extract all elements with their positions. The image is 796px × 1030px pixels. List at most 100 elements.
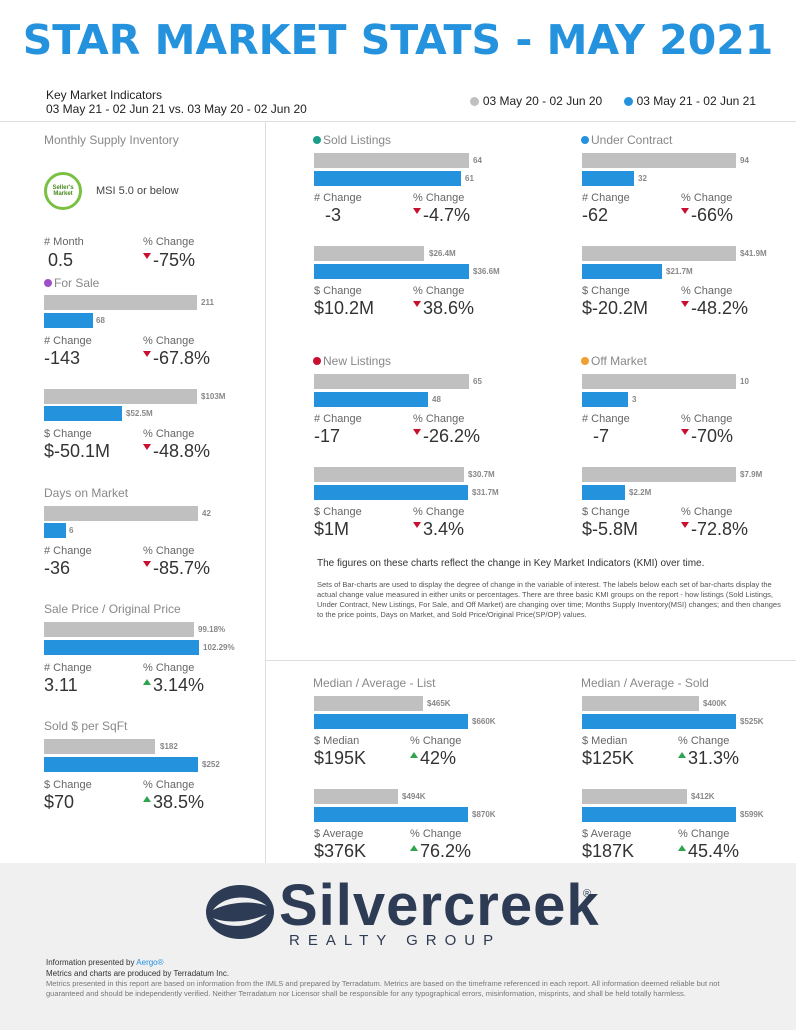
uc-dollar-bar-curr-label: $21.7M: [666, 267, 693, 276]
dom-bar-prev-label: 42: [202, 509, 211, 518]
forsale-bar-curr-label: 68: [96, 316, 105, 325]
down-arrow-icon: [143, 444, 151, 451]
list-average-bar-prev: [314, 789, 398, 804]
forsale-label-2: % Change: [143, 335, 195, 347]
list-median-bar-prev-label: $465K: [427, 699, 451, 708]
spop-label-1: # Change: [44, 662, 92, 674]
spop-value-2: 3.14%: [143, 675, 204, 696]
down-arrow-icon: [681, 429, 689, 436]
down-arrow-icon: [413, 301, 421, 308]
forsale-bar-curr: [44, 313, 93, 328]
soldp-median-label-1: $ Median: [582, 735, 628, 747]
new-dollar-value-2: 3.4%: [413, 519, 464, 540]
dom-bar-prev: [44, 506, 198, 521]
logo-mark-icon: [206, 885, 274, 939]
up-arrow-icon: [143, 679, 151, 686]
soldp-median-bar-prev: [582, 696, 699, 711]
new-bar-prev: [314, 374, 469, 389]
sold-value-1: -3: [325, 205, 342, 225]
new-bar-curr-label: 48: [432, 395, 441, 404]
list-average-value-2: 76.2%: [410, 841, 471, 862]
new-label-1: # Change: [314, 413, 362, 425]
dom-section-title: Days on Market: [44, 486, 129, 500]
list-median-value-2: 42%: [410, 748, 456, 769]
soldp-average-label-1: $ Average: [582, 828, 632, 840]
sold-value-2: -4.7%: [413, 205, 470, 226]
new-value-1: -17: [314, 426, 341, 446]
sold-dollar-bar-prev-label: $26.4M: [429, 249, 456, 258]
sold-dollar-bar-curr: [314, 264, 469, 279]
off-dollar-bar-curr-label: $2.2M: [629, 488, 652, 497]
sqft-bar-prev: [44, 739, 155, 754]
list-section-title: Median / Average - List: [313, 676, 436, 690]
down-arrow-icon: [143, 561, 151, 568]
dom-bar-curr-label: 6: [69, 526, 74, 535]
msi-value-1: 0.5: [48, 250, 74, 270]
spop-section-title: Sale Price / Original Price: [44, 602, 181, 616]
kmi-header: Key Market Indicators 03 May 21 - 02 Jun…: [46, 88, 307, 116]
forsale-label-1: # Change: [44, 335, 92, 347]
up-arrow-icon: [143, 796, 151, 803]
soldp-median-label-2: % Change: [678, 735, 730, 747]
logo-registered: ®: [583, 888, 592, 900]
sold-dollar-label-2: % Change: [413, 285, 465, 297]
new-dollar-bar-prev-label: $30.7M: [468, 470, 495, 479]
list-average-bar-curr: [314, 807, 468, 822]
list-median-bar-curr-label: $660K: [472, 717, 496, 726]
spop-value-1: 3.11: [44, 675, 78, 695]
kmi-range: 03 May 21 - 02 Jun 21 vs. 03 May 20 - 02…: [46, 102, 307, 116]
sellers-market-badge: Seller's Market: [44, 172, 82, 210]
sqft-label-2: % Change: [143, 779, 195, 791]
up-arrow-icon: [678, 845, 686, 852]
sqft-value-1: $70: [44, 792, 75, 812]
list-median-value-1: $195K: [314, 748, 367, 768]
dom-value-1: -36: [44, 558, 71, 578]
produced-by: Metrics and charts are produced by Terra…: [46, 968, 230, 978]
soldp-average-value-2: 45.4%: [678, 841, 739, 862]
off-value-2: -70%: [681, 426, 733, 447]
column-divider: [265, 121, 266, 863]
new-dollar-value-1: $1M: [314, 519, 350, 539]
spop-bar-curr-label: 102.29%: [203, 643, 235, 652]
list-average-label-2: % Change: [410, 828, 462, 840]
forsale-dollar-bar-curr: [44, 406, 122, 421]
off-label-2: % Change: [681, 413, 733, 425]
off-label-1: # Change: [582, 413, 630, 425]
off-bar-curr-label: 3: [632, 395, 637, 404]
list-median-label-1: $ Median: [314, 735, 360, 747]
new-dollar-bar-curr: [314, 485, 468, 500]
off-value-1: -7: [593, 426, 610, 446]
list-average-bar-prev-label: $494K: [402, 792, 426, 801]
down-arrow-icon: [413, 522, 421, 529]
new-value-2: -26.2%: [413, 426, 480, 447]
soldp-median-bar-curr: [582, 714, 736, 729]
uc-bar-prev: [582, 153, 736, 168]
uc-section-title: Under Contract: [581, 133, 672, 147]
aergo-link[interactable]: Aergo®: [136, 958, 164, 967]
sqft-bar-curr-label: $252: [202, 760, 220, 769]
note-main: The figures on these charts reflect the …: [317, 558, 705, 569]
list-average-label-1: $ Average: [314, 828, 364, 840]
uc-dollar-bar-prev-label: $41.9M: [740, 249, 767, 258]
uc-dollar-bar-curr: [582, 264, 662, 279]
forsale-dollar-value-2: -48.8%: [143, 441, 210, 462]
dom-label-2: % Change: [143, 545, 195, 557]
company-logo: Silvercreek ® REALTY GROUP: [205, 873, 599, 950]
list-median-label-2: % Change: [410, 735, 462, 747]
page-title: STAR MARKET STATS - MAY 2021: [22, 16, 774, 64]
uc-label-2: % Change: [681, 192, 733, 204]
uc-dollar-value-1: $-20.2M: [582, 298, 649, 318]
soldp-average-label-2: % Change: [678, 828, 730, 840]
footer-info: Information presented by Aergo® Metrics …: [46, 958, 746, 999]
off-dollar-value-1: $-5.8M: [582, 519, 639, 539]
new-dollar-bar-curr-label: $31.7M: [472, 488, 499, 497]
down-arrow-icon: [413, 429, 421, 436]
sqft-bar-curr: [44, 757, 198, 772]
down-arrow-icon: [681, 522, 689, 529]
sold-label-1: # Change: [314, 192, 362, 204]
uc-dollar-value-2: -48.2%: [681, 298, 748, 319]
disclaimer: Metrics presented in this report are bas…: [46, 979, 720, 998]
sold-dollar-bar-curr-label: $36.6M: [473, 267, 500, 276]
forsale-bar-prev: [44, 295, 197, 310]
